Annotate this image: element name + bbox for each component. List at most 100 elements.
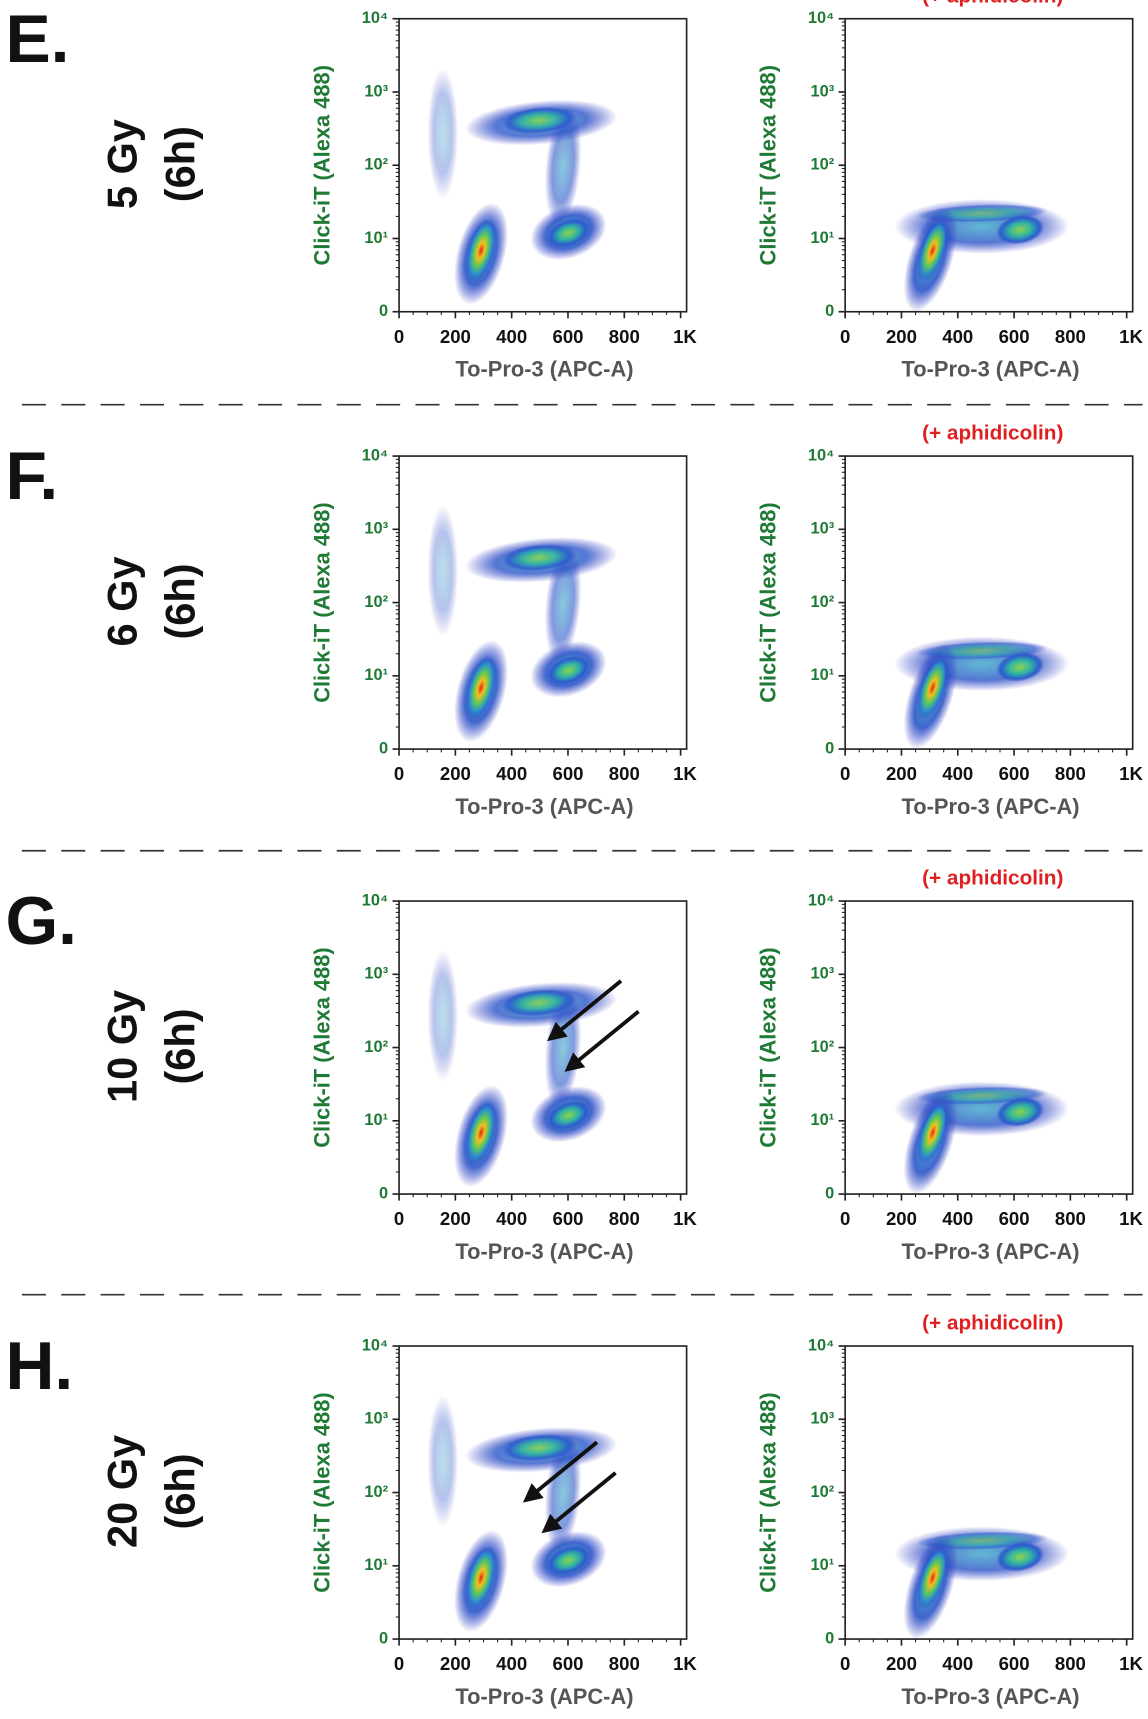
y-tick-label: 10¹ xyxy=(364,1111,388,1129)
time-label: (6h) xyxy=(157,1008,204,1084)
y-tick-label: 10¹ xyxy=(364,229,388,247)
y-tick-label: 10³ xyxy=(811,965,835,983)
y-tick-label: 10³ xyxy=(364,1410,388,1428)
y-tick-label: 10³ xyxy=(811,82,835,100)
panel-letter: F. xyxy=(5,439,58,514)
y-axis-label: Click-iT (Alexa 488) xyxy=(755,947,780,1147)
arrow xyxy=(564,1009,640,1072)
x-tick-label: 800 xyxy=(1055,1208,1086,1229)
y-tick-label: 10² xyxy=(364,1483,388,1501)
x-tick-label: 200 xyxy=(440,326,471,347)
y-tick-label: 10³ xyxy=(811,520,835,538)
time-label: (6h) xyxy=(157,563,204,639)
x-tick-label: 600 xyxy=(999,1653,1030,1674)
x-tick-label: 0 xyxy=(394,326,404,347)
y-tick-label: 10⁴ xyxy=(808,891,834,909)
x-axis-label: To-Pro-3 (APC-A) xyxy=(902,794,1080,819)
density-cloud xyxy=(996,1542,1044,1572)
y-tick-label: 10² xyxy=(364,1038,388,1056)
x-tick-label: 1K xyxy=(1119,1208,1143,1229)
plot-frame xyxy=(844,17,1134,313)
density-cloud xyxy=(544,543,582,664)
y-tick-label: 10⁴ xyxy=(808,9,834,27)
y-tick-label: 10² xyxy=(364,593,388,611)
arrow xyxy=(522,1440,599,1503)
x-axis-label: To-Pro-3 (APC-A) xyxy=(902,1239,1080,1264)
x-tick-label: 200 xyxy=(440,1208,471,1229)
x-tick-label: 600 xyxy=(999,326,1030,347)
density-cloud xyxy=(547,1545,590,1575)
x-axis-label: To-Pro-3 (APC-A) xyxy=(902,1684,1080,1709)
density-cloud xyxy=(465,655,497,720)
x-tick-label: 400 xyxy=(942,1653,973,1674)
x-axis-label: To-Pro-3 (APC-A) xyxy=(455,1684,633,1709)
y-tick-label: 10¹ xyxy=(364,666,388,684)
panel-letter: G. xyxy=(5,884,77,959)
time-label: (6h) xyxy=(157,1453,204,1529)
y-tick-label: 10³ xyxy=(364,965,388,983)
x-tick-label: 1K xyxy=(673,763,697,784)
y-tick-label: 0 xyxy=(379,739,388,757)
y-tick-label: 10¹ xyxy=(811,1556,835,1574)
x-tick-label: 0 xyxy=(840,1208,850,1229)
y-tick-label: 0 xyxy=(379,1629,388,1647)
y-tick-label: 0 xyxy=(379,302,388,320)
density-cloud xyxy=(427,67,459,200)
density-cloud xyxy=(547,655,590,685)
x-tick-label: 0 xyxy=(394,763,404,784)
x-tick-label: 400 xyxy=(942,326,973,347)
y-tick-label: 0 xyxy=(825,1629,834,1647)
plot-frame xyxy=(844,900,1134,1195)
density-cloud xyxy=(547,218,590,248)
y-tick-label: 10³ xyxy=(364,520,388,538)
y-tick-label: 10¹ xyxy=(811,1111,835,1129)
density-cloud xyxy=(996,1097,1044,1127)
density-cloud xyxy=(501,544,577,572)
density-cloud xyxy=(465,1100,497,1165)
arrow xyxy=(541,1471,617,1534)
x-tick-label: 800 xyxy=(1055,1653,1086,1674)
x-tick-label: 400 xyxy=(496,763,527,784)
density-cloud xyxy=(917,656,948,720)
plot-title: (+ aphidicolin) xyxy=(922,867,1063,890)
x-tick-label: 1K xyxy=(673,1653,697,1674)
x-axis-label: To-Pro-3 (APC-A) xyxy=(902,357,1080,382)
density-cloud xyxy=(427,950,459,1082)
x-tick-label: 800 xyxy=(609,1208,640,1229)
x-tick-label: 800 xyxy=(609,1653,640,1674)
plot-title: (+ aphidicolin) xyxy=(922,422,1063,445)
density-cloud xyxy=(501,1434,577,1462)
x-tick-label: 0 xyxy=(840,326,850,347)
x-tick-label: 800 xyxy=(1055,326,1086,347)
dose-label: 5 Gy xyxy=(99,119,146,209)
y-tick-label: 0 xyxy=(825,302,834,320)
x-tick-label: 200 xyxy=(440,763,471,784)
y-tick-label: 10¹ xyxy=(811,666,835,684)
y-axis-label: Click-iT (Alexa 488) xyxy=(755,502,780,702)
y-tick-label: 10⁴ xyxy=(362,9,388,27)
x-tick-label: 0 xyxy=(840,1653,850,1674)
plot-frame xyxy=(844,1345,1134,1640)
y-tick-label: 0 xyxy=(825,739,834,757)
y-tick-label: 10⁴ xyxy=(362,446,388,464)
x-tick-label: 600 xyxy=(552,1208,583,1229)
density-cloud xyxy=(465,218,497,283)
density-cloud xyxy=(996,215,1044,245)
y-axis-label: Click-iT (Alexa 488) xyxy=(309,1392,334,1592)
x-tick-label: 200 xyxy=(886,326,917,347)
density-cloud xyxy=(917,1101,948,1165)
plot-frame xyxy=(844,455,1134,750)
y-tick-label: 10⁴ xyxy=(808,1336,834,1354)
y-tick-label: 10² xyxy=(811,156,835,174)
dose-label: 6 Gy xyxy=(99,556,146,646)
panel-letter: E. xyxy=(5,2,69,77)
x-tick-label: 1K xyxy=(673,326,697,347)
x-tick-label: 400 xyxy=(496,1208,527,1229)
arrow xyxy=(546,979,623,1042)
y-axis-label: Click-iT (Alexa 488) xyxy=(755,65,780,265)
density-cloud xyxy=(465,1545,497,1610)
y-axis-label: Click-iT (Alexa 488) xyxy=(309,502,334,702)
density-cloud xyxy=(996,652,1044,682)
separators xyxy=(21,403,1143,1296)
